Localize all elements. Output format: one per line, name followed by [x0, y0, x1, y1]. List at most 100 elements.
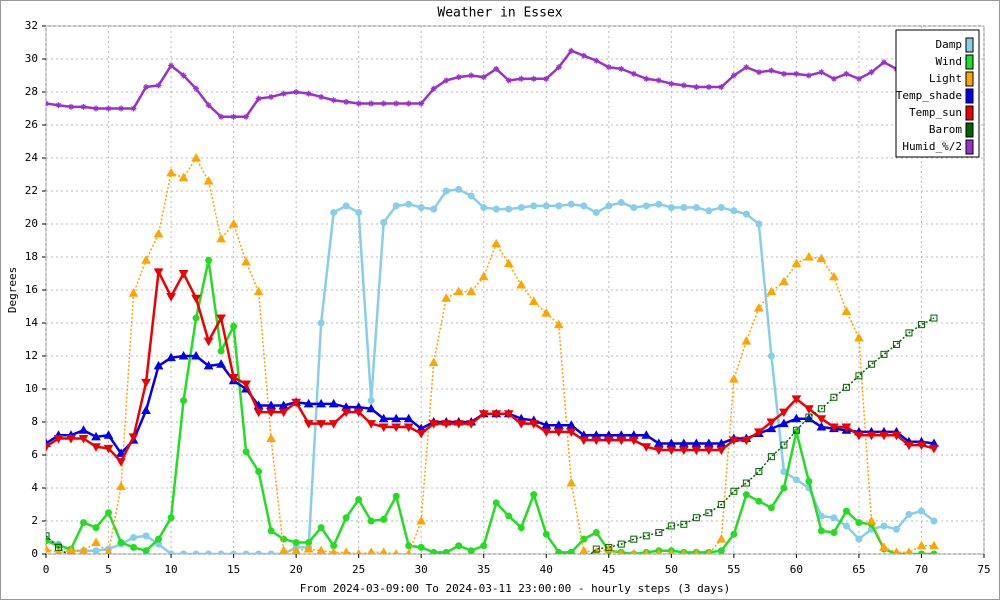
x-tick-label: 65 — [852, 563, 865, 576]
point — [717, 501, 725, 508]
point — [91, 431, 101, 441]
point — [742, 491, 750, 499]
y-tick-label: 12 — [25, 349, 38, 362]
point — [317, 319, 325, 327]
point — [580, 52, 587, 59]
point — [517, 524, 525, 532]
x-axis-label: From 2024-03-09:00 To 2024-03-11 23:00:0… — [300, 582, 730, 595]
point — [355, 100, 362, 107]
point — [743, 64, 750, 71]
point — [491, 238, 502, 248]
point — [230, 550, 238, 554]
point — [518, 75, 525, 82]
point — [667, 522, 675, 530]
point — [480, 204, 488, 211]
point — [841, 306, 852, 315]
point — [130, 543, 138, 551]
point — [541, 308, 552, 317]
point — [930, 517, 938, 525]
point — [666, 438, 677, 447]
point — [103, 430, 114, 439]
point — [830, 529, 838, 537]
point — [842, 522, 850, 530]
point — [405, 542, 413, 550]
point — [517, 204, 525, 211]
point — [391, 423, 402, 432]
point — [418, 100, 425, 107]
point — [829, 271, 839, 281]
point — [879, 542, 889, 551]
point — [280, 90, 287, 97]
point — [228, 218, 239, 228]
point — [205, 550, 213, 554]
point — [817, 405, 825, 413]
point — [393, 548, 400, 554]
point — [428, 357, 439, 367]
point — [442, 187, 450, 195]
point — [216, 233, 226, 243]
point — [741, 436, 752, 446]
point — [405, 200, 413, 208]
point — [255, 550, 263, 554]
point — [155, 82, 162, 89]
point — [503, 410, 514, 419]
point — [505, 205, 513, 213]
x-tick-label: 5 — [105, 563, 112, 576]
point — [53, 435, 64, 444]
point — [153, 268, 164, 277]
point — [167, 550, 175, 554]
point — [430, 85, 437, 92]
point — [367, 547, 375, 554]
point — [392, 492, 400, 500]
point — [642, 202, 650, 210]
point — [253, 286, 264, 296]
point — [605, 543, 613, 551]
point — [618, 65, 625, 72]
y-tick-label: 18 — [25, 250, 38, 263]
x-tick-label: 30 — [415, 563, 428, 576]
legend-box — [895, 29, 980, 158]
point — [929, 444, 939, 454]
point — [443, 77, 450, 84]
point — [303, 398, 314, 408]
point — [455, 542, 463, 550]
point — [328, 398, 339, 408]
point — [417, 204, 425, 211]
point — [618, 548, 625, 554]
x-tick-label: 45 — [602, 563, 615, 576]
point — [804, 405, 814, 414]
point — [668, 80, 675, 87]
legend-swatch — [965, 37, 974, 53]
point — [403, 423, 414, 432]
plot-series — [46, 47, 939, 554]
point — [693, 548, 700, 554]
point — [92, 524, 100, 532]
point — [228, 373, 239, 383]
legend-swatch — [965, 122, 974, 138]
point — [342, 514, 350, 522]
point — [278, 545, 289, 554]
point — [191, 152, 201, 162]
series-line — [46, 260, 934, 554]
point — [567, 548, 575, 554]
point — [68, 103, 75, 110]
point — [680, 204, 688, 211]
point — [330, 208, 338, 216]
point — [705, 509, 713, 517]
point — [417, 543, 425, 551]
point — [130, 534, 138, 541]
point — [267, 550, 275, 554]
point — [178, 172, 189, 182]
legend-label: Humid_%/2 — [902, 140, 962, 153]
point — [66, 545, 76, 554]
point — [742, 210, 750, 218]
y-tick-label: 6 — [31, 448, 38, 461]
point — [118, 105, 125, 112]
point — [405, 548, 412, 554]
x-tick-label: 25 — [352, 563, 365, 576]
point — [316, 398, 327, 408]
y-tick-label: 4 — [31, 481, 38, 494]
point — [530, 75, 537, 82]
point — [766, 423, 777, 433]
